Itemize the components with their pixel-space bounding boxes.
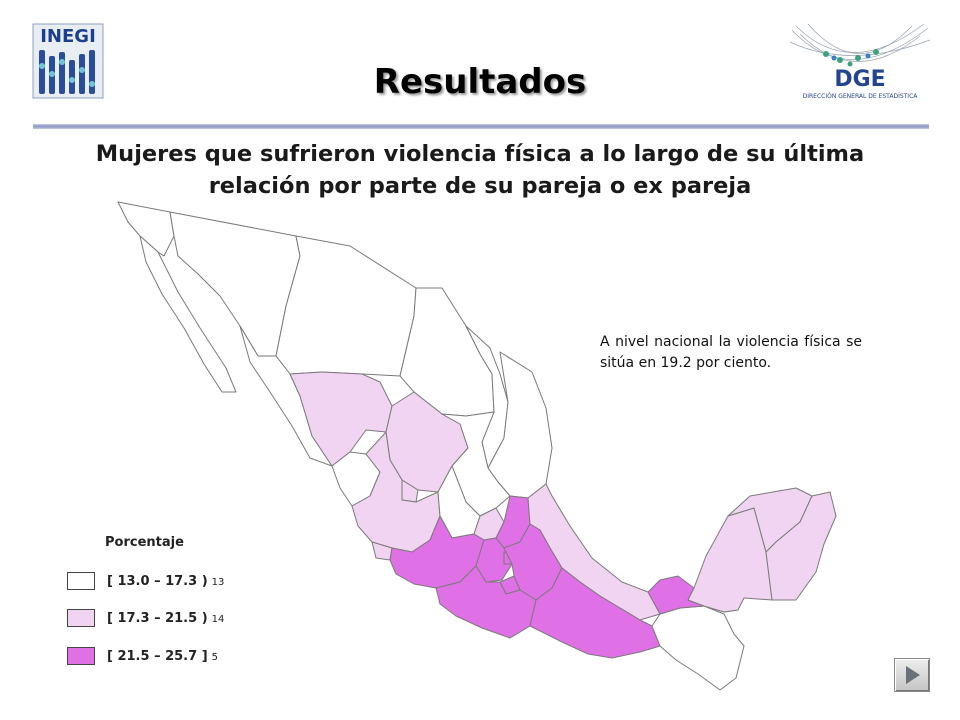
region-chiapas — [651, 605, 745, 691]
next-slide-button[interactable] — [894, 658, 930, 692]
inegi-logo-text: INEGI — [40, 26, 96, 47]
legend-range: [ 17.3 – 21.5 ) — [107, 610, 208, 626]
page-title: Resultados — [373, 62, 587, 102]
play-right-icon — [906, 666, 920, 684]
header-divider — [33, 124, 929, 129]
region-durango — [289, 371, 393, 467]
legend-count: 5 — [211, 652, 219, 663]
national-note: A nivel nacional la violencia física se … — [600, 334, 862, 371]
mexico-state-map — [117, 201, 837, 691]
dge-logo-text: DGE — [834, 67, 885, 92]
legend-count: 13 — [211, 577, 225, 588]
legend-item-mid: [ 17.3 – 21.5 ) 14 — [67, 607, 224, 629]
legend-range: [ 13.0 – 17.3 ) — [107, 573, 208, 589]
legend-item-low: [ 13.0 – 17.3 ) 13 — [67, 570, 224, 592]
region-baja-california-sur — [139, 235, 237, 393]
legend-swatch-mid — [67, 609, 95, 627]
region-campeche — [687, 507, 773, 613]
region-san-luis-potosi — [441, 411, 511, 517]
dge-logo-caption: DIRECCIÓN GENERAL DE ESTADÍSTICA — [803, 93, 919, 100]
dge-logo: DGE DIRECCIÓN GENERAL DE ESTADÍSTICA — [788, 20, 932, 108]
map-subtitle: Mujeres que sufrieron violencia física a… — [95, 141, 865, 199]
legend-range: [ 21.5 – 25.7 ] — [107, 648, 208, 664]
region-guerrero — [435, 565, 537, 639]
region-quintana-roo — [765, 491, 837, 601]
legend-item-high: [ 21.5 – 25.7 ] 5 — [67, 645, 218, 667]
legend-swatch-high — [67, 647, 95, 665]
inegi-logo: INEGI — [31, 22, 105, 100]
legend-title: Porcentaje — [105, 535, 184, 550]
legend-swatch-low — [67, 572, 95, 590]
legend-count: 14 — [211, 614, 225, 625]
